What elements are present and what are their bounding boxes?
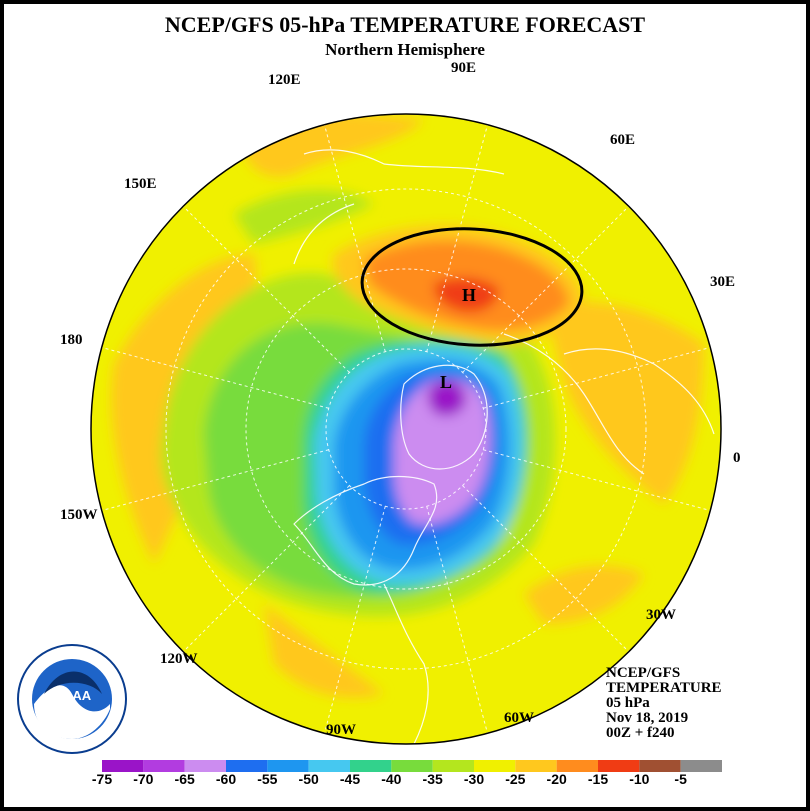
legend-swatch xyxy=(474,760,516,772)
legend-tick-label: -75 xyxy=(91,771,113,787)
lon-label-150e: 150E xyxy=(124,176,157,192)
legend-swatch xyxy=(308,760,350,772)
lon-label-90w: 90W xyxy=(326,722,356,738)
legend-swatch xyxy=(432,760,474,772)
noaa-logo: NOAA xyxy=(17,644,127,754)
legend-swatch xyxy=(391,760,433,772)
legend-swatch xyxy=(556,760,598,772)
legend-swatch xyxy=(680,760,722,772)
legend-tick-label: -70 xyxy=(133,771,154,787)
legend-swatch xyxy=(598,760,640,772)
legend-tick-label: -15 xyxy=(587,771,609,787)
legend-swatch xyxy=(226,760,268,772)
legend-tick-label: -30 xyxy=(463,771,485,787)
legend-swatch xyxy=(350,760,392,772)
lon-label-90e: 90E xyxy=(451,60,477,76)
lon-label-150w: 150W xyxy=(60,507,98,523)
temperature-field xyxy=(91,114,721,744)
lon-label-0: 0 xyxy=(733,450,741,466)
lon-label-30w: 30W xyxy=(646,607,676,623)
info-variable: TEMPERATURE xyxy=(606,680,722,696)
high-marker: H xyxy=(462,285,476,305)
legend-swatch xyxy=(143,760,185,772)
temperature-map: H L NOAA xyxy=(17,113,722,754)
legend-swatch xyxy=(102,760,144,772)
forecast-frame: H L NOAA NCEP/GFS 05-hPa TEMPERATURE FOR… xyxy=(4,4,806,807)
color-legend xyxy=(102,760,722,772)
lon-label-180: 180 xyxy=(60,332,83,348)
lon-label-60e: 60E xyxy=(610,132,636,148)
legend-tick-label: -45 xyxy=(339,771,361,787)
legend-tick-label: -20 xyxy=(546,771,567,787)
info-model: NCEP/GFS xyxy=(606,665,681,681)
legend-swatch xyxy=(267,760,309,772)
highlight-ellipse xyxy=(360,227,584,347)
low-marker: L xyxy=(440,372,452,392)
info-level: 05 hPa xyxy=(606,695,650,711)
legend-tick-label: -35 xyxy=(422,771,443,787)
legend-tick-label: -55 xyxy=(257,771,278,787)
chart-title: NCEP/GFS 05-hPa TEMPERATURE FORECAST xyxy=(164,12,646,37)
legend-swatch xyxy=(515,760,557,772)
lon-label-120e: 120E xyxy=(268,72,301,88)
lon-label-60w: 60W xyxy=(504,710,534,726)
chart-subtitle: Northern Hemisphere xyxy=(325,40,485,59)
legend-tick-label: -60 xyxy=(215,771,237,787)
legend-tick-label: -5 xyxy=(674,771,687,787)
info-date: Nov 18, 2019 xyxy=(606,710,689,726)
svg-text:NOAA: NOAA xyxy=(53,688,92,703)
legend-swatch xyxy=(639,760,681,772)
lon-label-120w: 120W xyxy=(160,651,198,667)
legend-tick-label: -10 xyxy=(629,771,650,787)
legend-tick-label: -50 xyxy=(298,771,319,787)
lon-label-30e: 30E xyxy=(710,274,736,290)
legend-tick-label: -65 xyxy=(174,771,195,787)
legend-tick-label: -25 xyxy=(505,771,526,787)
legend-swatch xyxy=(184,760,226,772)
legend-tick-label: -40 xyxy=(381,771,402,787)
info-forecast-hour: 00Z + f240 xyxy=(606,725,675,741)
